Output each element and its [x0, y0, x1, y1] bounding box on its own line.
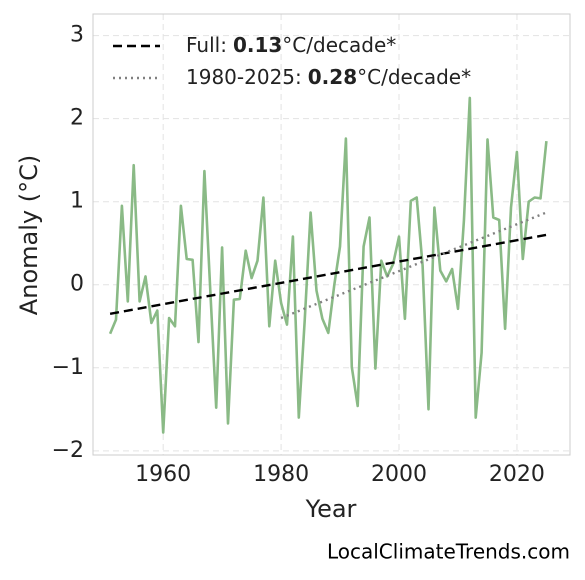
trend-line — [109, 233, 547, 315]
x-axis-label: Year — [305, 495, 357, 523]
x-tick-label: 1960 — [135, 462, 191, 487]
legend-label: 1980-2025: 0.28°C/decade* — [186, 65, 471, 89]
y-axis-label: Anomaly (°C) — [15, 155, 43, 315]
plot-frame — [92, 13, 571, 456]
y-tick-label: −1 — [52, 355, 84, 380]
x-tick-label: 2020 — [489, 462, 545, 487]
y-tick-label: 0 — [70, 272, 84, 297]
legend-prefix: 1980-2025: — [186, 65, 302, 89]
x-tick-label: 1980 — [253, 462, 309, 487]
legend-unit: °C/decade* — [282, 33, 396, 57]
y-tick-label: −2 — [52, 438, 84, 463]
legend-prefix: Full: — [186, 33, 227, 57]
watermark: LocalClimateTrends.com — [327, 540, 570, 564]
legend-slope: 0.13 — [233, 33, 282, 57]
legend-label: Full: 0.13°C/decade* — [186, 33, 396, 57]
legend-unit: °C/decade* — [357, 65, 471, 89]
y-tick-label: 3 — [70, 23, 84, 48]
y-tick-label: 1 — [70, 189, 84, 214]
legend-slope: 0.28 — [308, 65, 357, 89]
y-tick-label: 2 — [70, 106, 84, 131]
data-line — [108, 96, 548, 434]
x-tick-label: 2000 — [371, 462, 427, 487]
